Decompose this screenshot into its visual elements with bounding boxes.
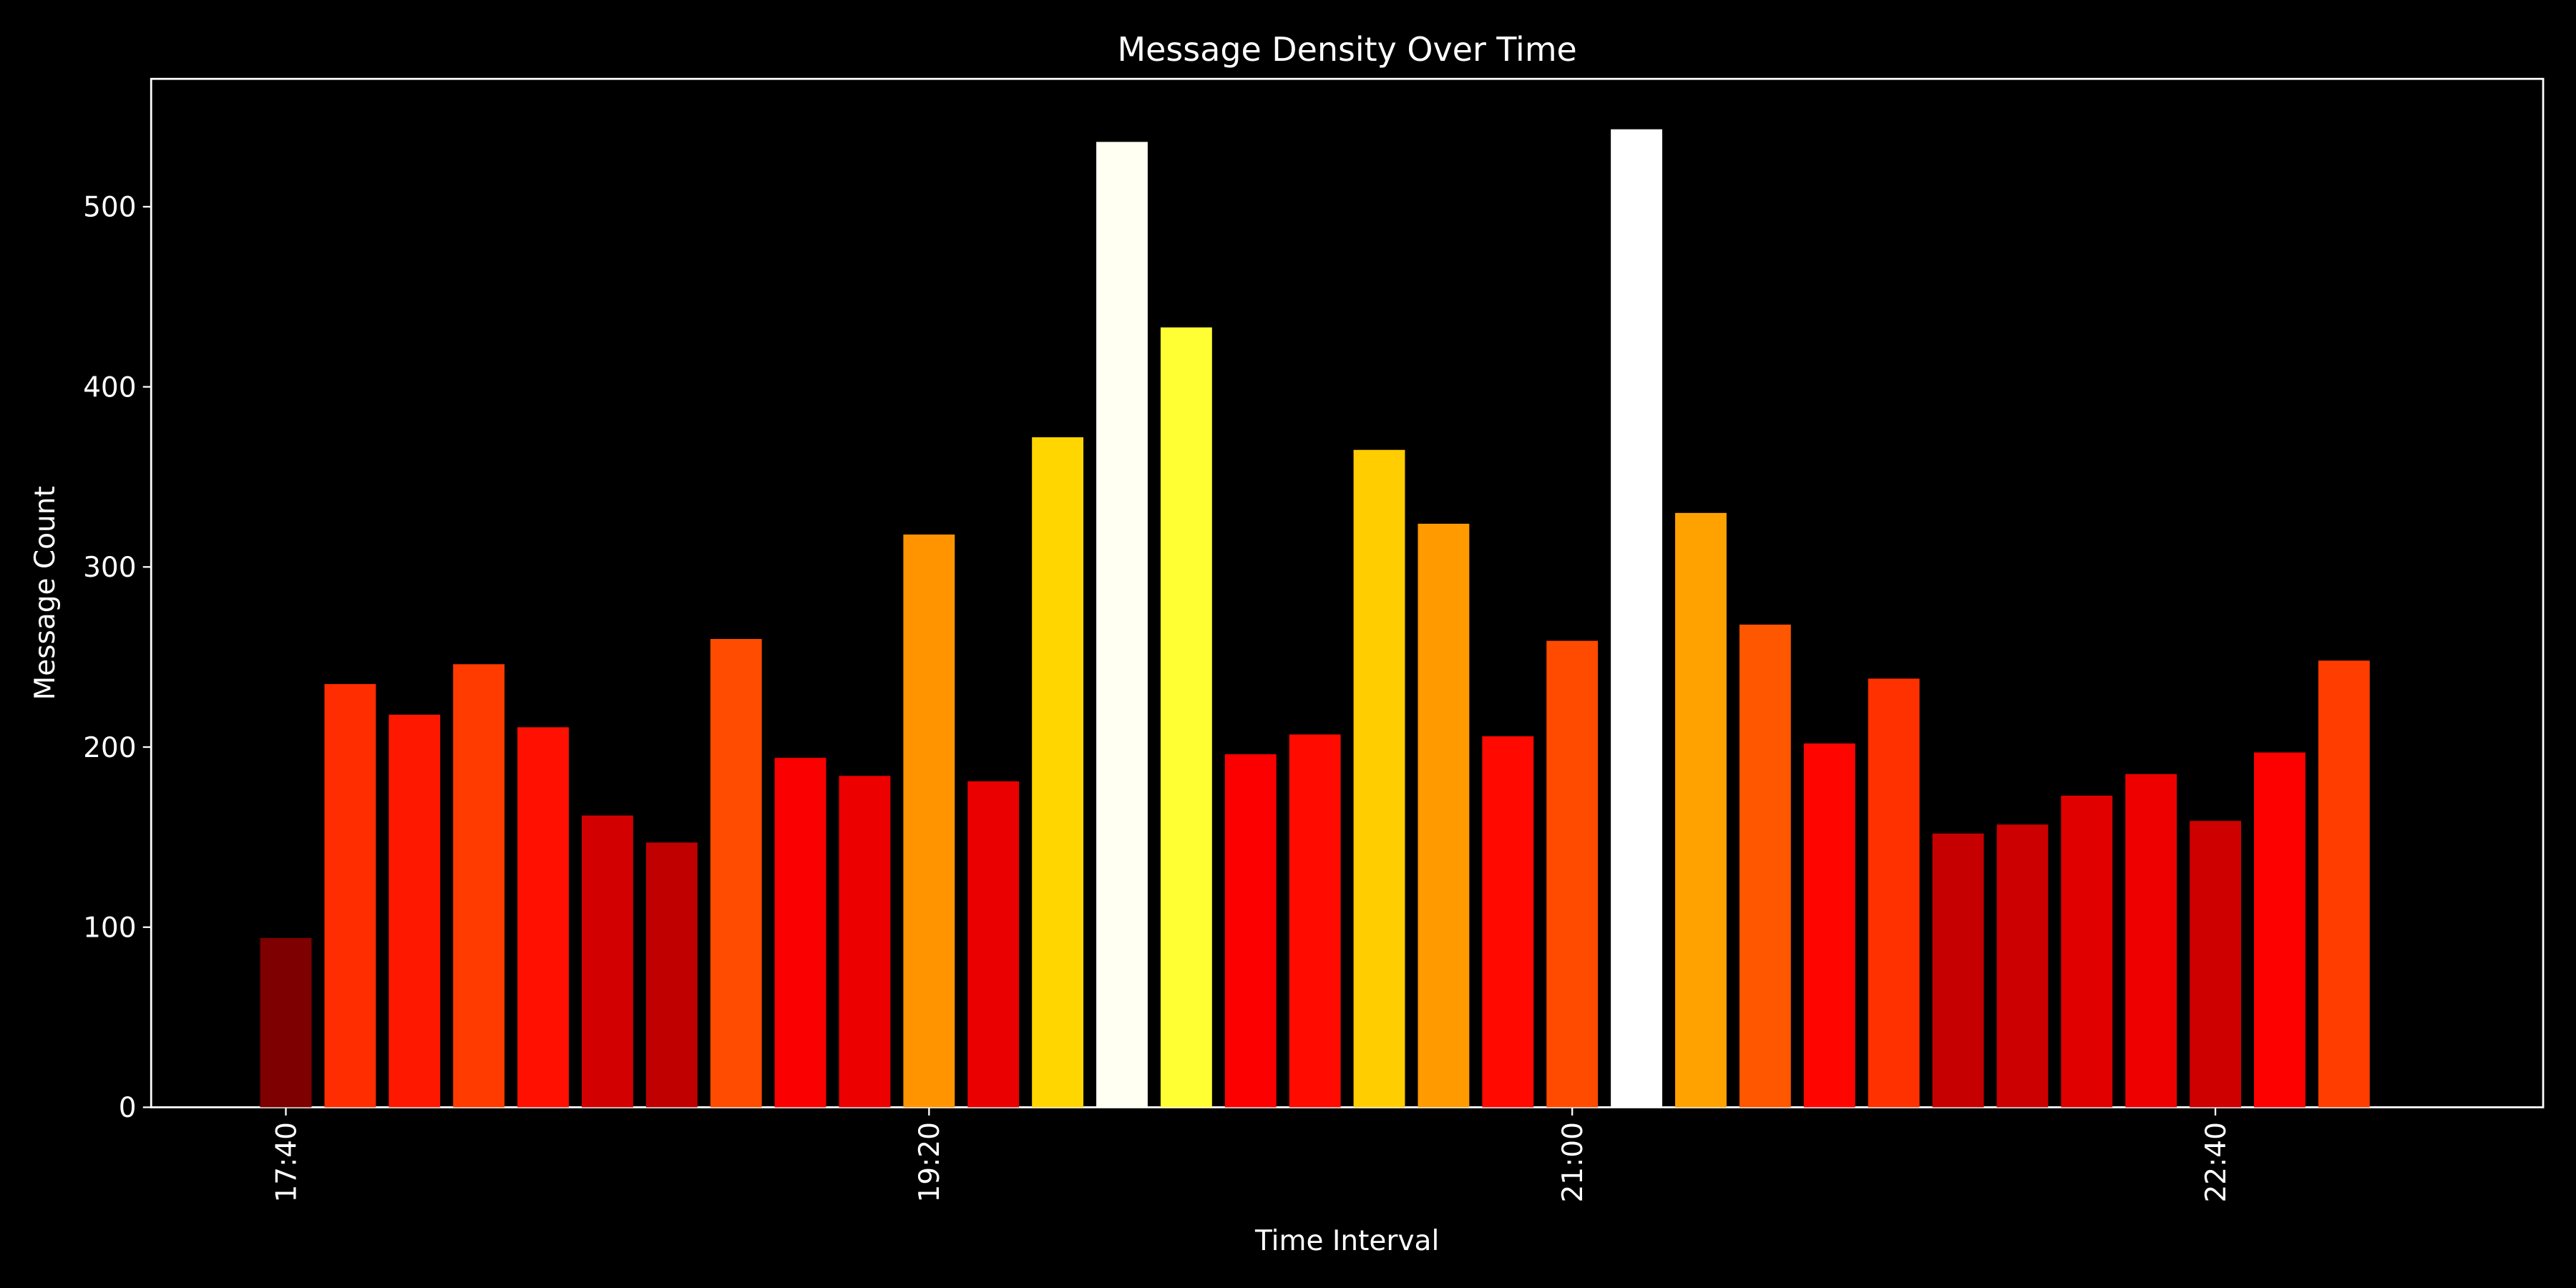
y-tick-label: 200	[83, 732, 136, 764]
bar	[1803, 743, 1855, 1108]
bar	[1353, 449, 1405, 1108]
bar	[1996, 824, 2049, 1108]
bar	[453, 664, 505, 1108]
bar	[1096, 142, 1148, 1108]
chart-title: Message Density Over Time	[1118, 30, 1577, 69]
bar	[839, 776, 891, 1108]
bar	[903, 535, 955, 1108]
bar	[2190, 821, 2241, 1108]
x-tick-label: 22:40	[2200, 1122, 2233, 1202]
y-tick-label: 500	[83, 192, 136, 224]
bar	[581, 815, 633, 1108]
y-axis-label: Message Count	[29, 486, 62, 700]
bar	[1546, 640, 1599, 1108]
bar	[1482, 736, 1534, 1108]
bar	[2061, 795, 2113, 1108]
bar	[1224, 754, 1277, 1108]
bar	[2318, 660, 2370, 1108]
plot-frame	[150, 77, 2545, 1108]
bar	[1675, 512, 1727, 1108]
bar	[645, 842, 698, 1108]
bar	[517, 727, 569, 1108]
bar	[774, 758, 826, 1108]
y-tick-label: 100	[83, 912, 136, 945]
bar	[1868, 678, 1920, 1108]
y-tick-label: 300	[83, 552, 136, 584]
x-tick-label: 17:40	[270, 1122, 303, 1202]
bar	[710, 639, 762, 1108]
bar	[1739, 624, 1791, 1108]
bar	[1032, 437, 1084, 1108]
bar	[2125, 774, 2177, 1108]
bar	[1289, 734, 1341, 1108]
bar	[1160, 327, 1212, 1108]
x-tick-label: 19:20	[914, 1122, 946, 1202]
bar	[260, 937, 312, 1108]
bar	[1932, 833, 1984, 1108]
bar	[324, 683, 376, 1108]
bar	[389, 714, 441, 1108]
bar	[1418, 523, 1470, 1108]
bar	[967, 781, 1020, 1108]
x-axis-label: Time Interval	[1254, 1225, 1439, 1257]
bar	[2254, 752, 2306, 1108]
bar	[1611, 129, 1663, 1108]
x-tick-label: 21:00	[1557, 1122, 1589, 1202]
y-tick-label: 400	[83, 371, 136, 404]
y-tick-label: 0	[119, 1092, 137, 1124]
